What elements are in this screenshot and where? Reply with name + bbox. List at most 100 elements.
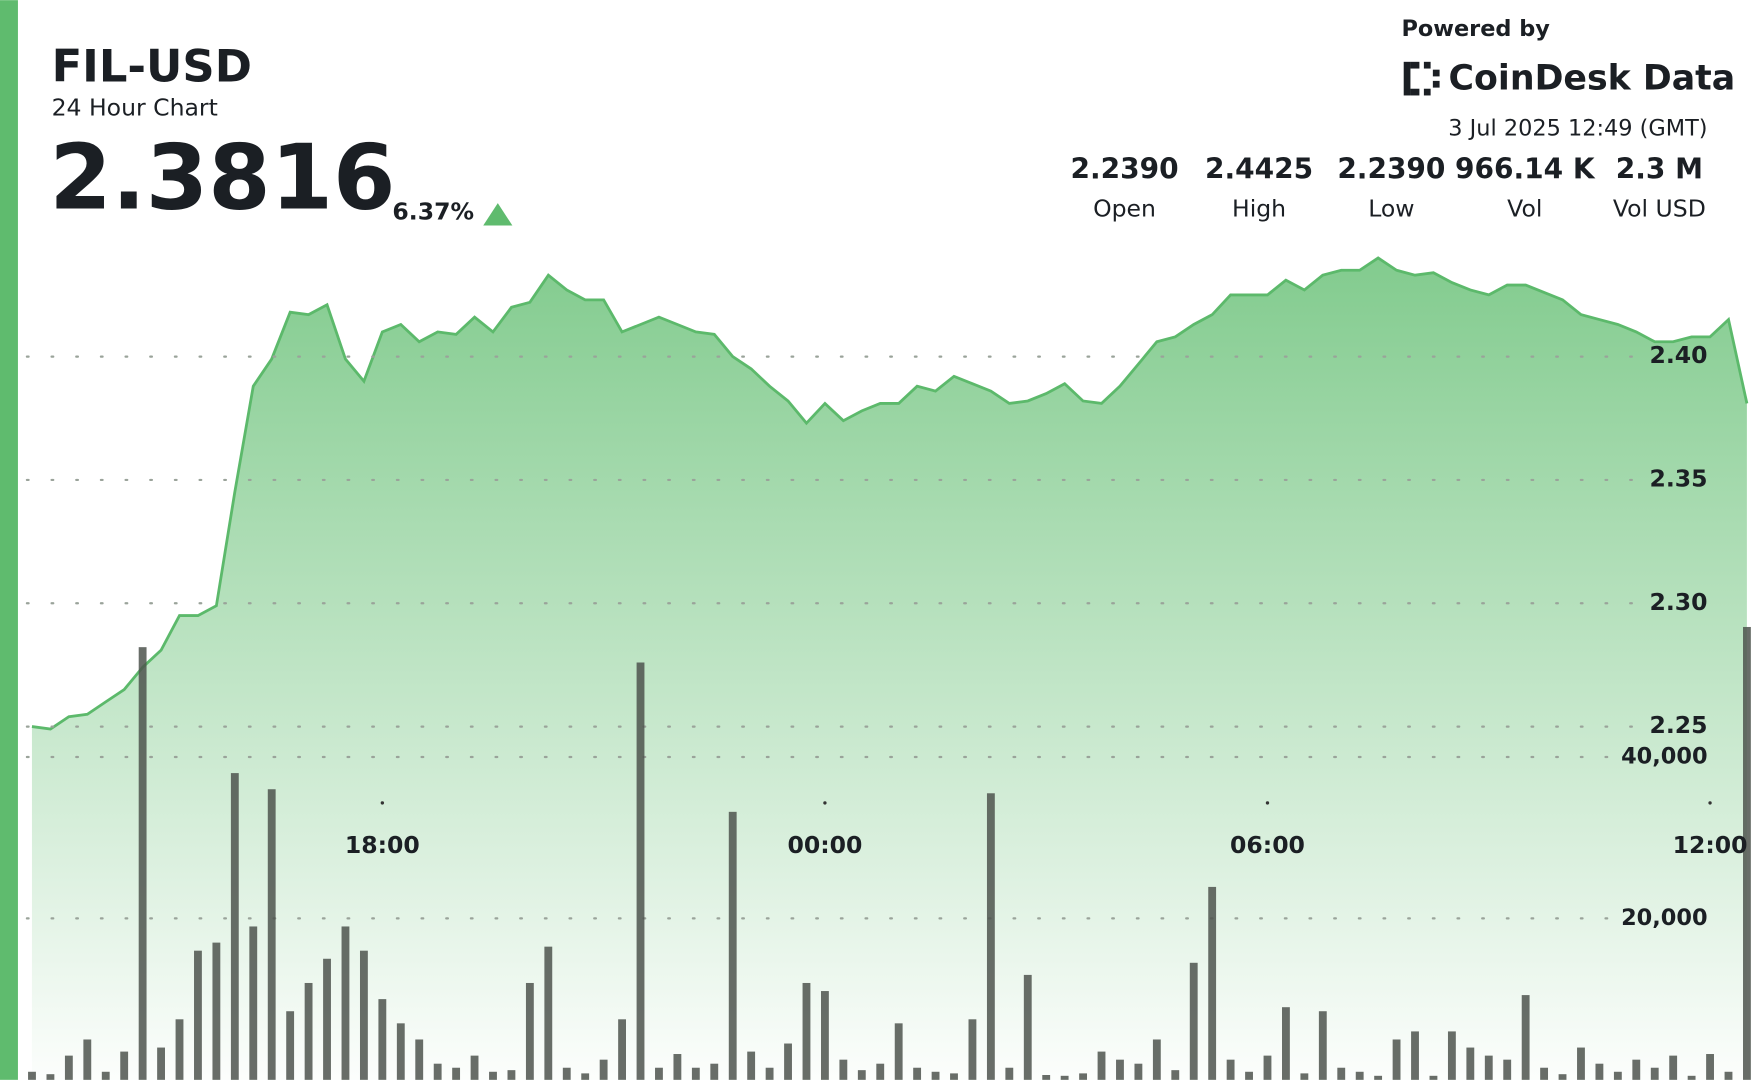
x-tick-label: 06:00	[1230, 831, 1305, 859]
volume-bar	[1411, 1031, 1419, 1080]
volume-bar	[636, 662, 645, 1080]
volume-bar	[1595, 1063, 1604, 1080]
volume-bar	[1650, 1067, 1659, 1080]
volume-bar	[1669, 1055, 1678, 1080]
volume-bar	[1613, 1071, 1622, 1080]
volume-bar	[1540, 1067, 1549, 1080]
y-tick-label: 2.35	[1649, 464, 1707, 492]
volume-bar	[1152, 1039, 1161, 1080]
volume-bar	[1208, 886, 1217, 1080]
volume-bar	[525, 982, 534, 1080]
volume-bar	[1097, 1051, 1106, 1080]
timestamp: 3 Jul 2025 12:49 (GMT)	[1448, 116, 1707, 142]
volume-bar	[230, 773, 239, 1080]
volume-bar	[1374, 1075, 1383, 1080]
volume-bar	[1023, 974, 1032, 1080]
volume-bar	[1632, 1059, 1641, 1080]
volume-bar	[1577, 1047, 1585, 1080]
volume-bar	[894, 1023, 903, 1080]
subtitle: 24 Hour Chart	[52, 93, 218, 121]
x-tick-mark	[1708, 801, 1712, 805]
volume-bar	[64, 1055, 73, 1080]
volume-bar	[655, 1067, 663, 1080]
y-tick-label: 2.40	[1649, 341, 1707, 369]
stat-label: Open	[1093, 194, 1156, 222]
x-tick-mark	[1265, 801, 1270, 805]
volume-bar	[157, 1047, 165, 1080]
volume-bar	[396, 1023, 405, 1080]
volume-bar	[1337, 1067, 1346, 1080]
stat-label: Vol	[1507, 194, 1542, 222]
volume-bar	[286, 1011, 295, 1080]
volume-bar	[1171, 1070, 1180, 1080]
volume-bar	[931, 1071, 940, 1080]
price: 2.3816	[49, 126, 395, 230]
stats: 2.2390 Open 2.4425 High 2.2390 Low 966.14 K Vol…	[1070, 153, 1705, 223]
y-tick-label: 2.30	[1649, 588, 1707, 616]
volume-bar	[968, 1019, 977, 1080]
chart-title: FIL-USD	[52, 40, 252, 93]
powered-by: Powered by	[1401, 16, 1550, 42]
volume-bar	[1466, 1047, 1475, 1080]
volume-bar	[378, 999, 387, 1080]
x-tick-label: 00:00	[787, 831, 862, 859]
volume-bar	[120, 1051, 129, 1080]
volume-bar	[765, 1067, 774, 1080]
volume-bar	[323, 958, 331, 1080]
volume-bar	[212, 942, 221, 1080]
x-tick-mark	[823, 801, 827, 805]
volume-bar	[1558, 1074, 1567, 1080]
volume-bar	[802, 982, 811, 1080]
stat-value: 2.3 M	[1616, 153, 1703, 186]
volume-bar	[913, 1067, 922, 1080]
volume-bar	[1318, 1011, 1327, 1080]
volume-bar	[341, 926, 350, 1080]
volume-bar	[1060, 1075, 1069, 1080]
x-tick-label: 18:00	[345, 831, 420, 859]
volume-bar	[728, 811, 737, 1080]
volume-bar	[820, 991, 829, 1080]
price-area	[31, 257, 1747, 1080]
volume-bar	[1189, 962, 1198, 1080]
volume-bar	[1226, 1059, 1235, 1080]
x-tick-label: 12:00	[1673, 831, 1748, 859]
volume-bar	[1724, 1071, 1733, 1080]
accent-bar	[0, 0, 18, 1080]
volume-bar	[710, 1063, 719, 1080]
brand: CoinDesk Data	[1449, 59, 1736, 99]
volume-bar	[747, 1051, 756, 1080]
volume-bar	[175, 1019, 184, 1080]
stat-value: 2.2390	[1337, 153, 1445, 186]
volume-bar	[562, 1067, 571, 1080]
stat-value: 2.4425	[1205, 153, 1313, 186]
volume-bar	[433, 1063, 442, 1080]
volume-bar	[1743, 626, 1751, 1080]
volume-bar	[507, 1070, 516, 1080]
volume-bar	[489, 1071, 497, 1080]
volume-bar	[1447, 1031, 1456, 1080]
up-arrow	[483, 203, 513, 226]
volume-bar	[1429, 1075, 1438, 1080]
volume-bar	[1392, 1039, 1401, 1080]
price-line	[31, 256, 1749, 731]
volume-bar	[876, 1063, 885, 1080]
volume-bar	[784, 1043, 792, 1080]
volume-bar	[1355, 1071, 1364, 1080]
volume-bar	[986, 793, 995, 1080]
volume-bar	[599, 1059, 608, 1080]
y-tick-label: 2.25	[1649, 711, 1707, 739]
brand-logo	[1403, 61, 1440, 96]
volume-bar	[1116, 1059, 1124, 1080]
volume-bar	[1005, 1067, 1014, 1080]
volume-bar	[28, 1071, 36, 1080]
volume-bar	[950, 1073, 958, 1080]
volume-bar	[839, 1059, 848, 1080]
volume-bar	[304, 982, 313, 1080]
volume-bar	[1300, 1073, 1309, 1080]
volume-bar	[267, 789, 276, 1080]
volume-bar	[1687, 1075, 1696, 1080]
volume-bar	[618, 1019, 626, 1080]
volume-bar	[1521, 995, 1530, 1080]
